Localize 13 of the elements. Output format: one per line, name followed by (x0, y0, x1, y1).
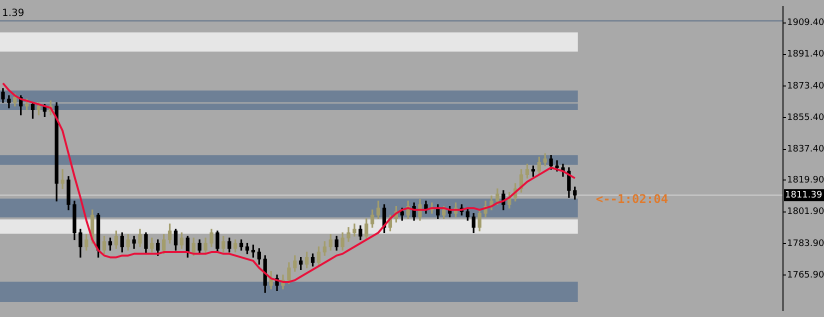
y-tick-label: 1783.90 (787, 238, 824, 249)
text: <--1:02:04 (596, 192, 668, 206)
y-tick-label: 1909.40 (787, 18, 824, 28)
y-tick-label: 1855.40 (787, 113, 824, 124)
y-tick-label: 1801.90 (787, 207, 824, 218)
y-tick-label: 1891.40 (787, 50, 824, 60)
candlestick (60, 169, 64, 190)
ref-line-label: 1811.39 (785, 190, 822, 200)
y-tick-label: 1819.90 (787, 175, 824, 186)
annotation: 1.39 (2, 8, 24, 19)
y-tick-label: 1837.40 (787, 144, 824, 155)
y-tick-label: 1765.90 (787, 270, 824, 280)
y-tick-label: 1873.40 (787, 81, 824, 92)
